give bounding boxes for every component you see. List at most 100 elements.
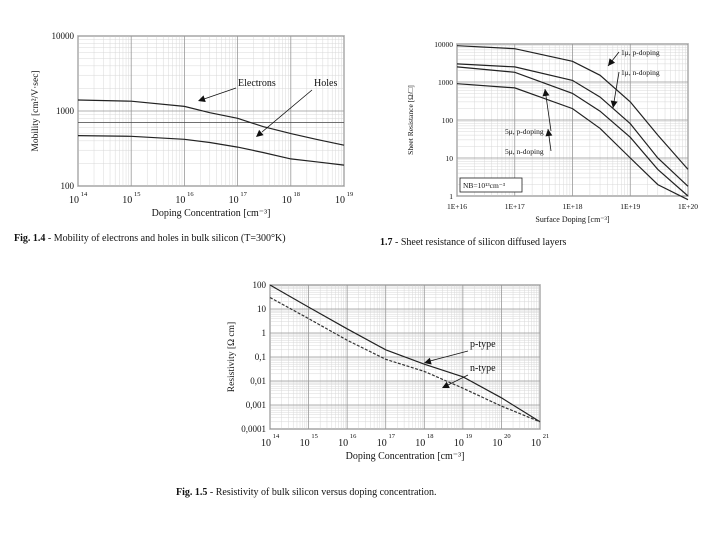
resistivity-arrow-line [447, 374, 469, 386]
resistivity-y-tick-label: 100 [253, 280, 267, 290]
sheet_resistance-series-5-p-doping [456, 66, 689, 197]
sheet_resistance-x-tick-label: 1E+19 [620, 202, 640, 211]
sheet-resistance-caption-label: 1.7 [380, 237, 393, 248]
resistivity-chart: 10 14 10 15 10 16 10 17 10 18 10 19 10 20 10 21 0,0001 0,… [220, 275, 560, 485]
sheet_resistance-legend-box [459, 177, 523, 193]
sheet_resistance-series-1-n-doping [456, 63, 689, 187]
resistivity-arrow-head [442, 381, 450, 388]
sheet-resistance-chart: 1E+16 1E+17 1E+18 1E+19 1E+20 1 10 100 1000 10000… [395, 0, 715, 235]
resistivity-x-tick-exponent: 19 [466, 433, 473, 440]
sheet_resistance-x-tick-label: 1E+20 [678, 202, 698, 211]
mobility-series-electrons [77, 99, 345, 146]
sheet_resistance-arrow-head [608, 58, 616, 66]
sheet_resistance-y-tick-label: 100 [442, 116, 454, 125]
sheet_resistance-y-tick-label: 10000 [434, 40, 453, 49]
sheet_resistance-annotation-3: 5μ, n-doping [505, 147, 544, 156]
resistivity-x-tick-exponent: 21 [543, 433, 550, 440]
resistivity-y-tick-label: 0,01 [250, 376, 266, 386]
mobility-y-tick-label: 100 [61, 181, 75, 191]
mobility-caption-label: Fig. 1.4 [14, 233, 46, 244]
resistivity-arrow-head [424, 357, 432, 365]
sheet-resistance-caption: 1.7 - Sheet resistance of silicon diffus… [380, 237, 566, 248]
mobility-x-tick-label: 10 [282, 195, 292, 206]
mobility-annotation-holes: Holes [314, 78, 337, 89]
sheet_resistance-annotation-2: 5μ, p-doping [505, 127, 544, 136]
mobility-chart-svg: 101410151016101710181019100100010000Dopi… [31, 31, 354, 219]
sheet_resistance-x-tick-label: 1E+17 [505, 202, 525, 211]
resistivity-x-tick-label: 10 [338, 438, 348, 449]
mobility-x-axis-label: Doping Concentration [cm⁻³] [152, 208, 271, 219]
resistivity-y-tick-label: 0,001 [246, 400, 266, 410]
resistivity-arrow-line [429, 350, 469, 362]
sheet_resistance-x-axis-label: Surface Doping [cm⁻³] [535, 215, 609, 224]
sheet_resistance-annotation-1: 1μ, n-doping [621, 68, 660, 77]
resistivity-series-p-type [269, 284, 541, 423]
resistivity-x-tick-exponent: 16 [350, 433, 357, 440]
resistivity-annotation-p-type: p-type [470, 339, 496, 350]
mobility-x-tick-label: 10 [335, 195, 345, 206]
sheet_resistance-y-axis-label: Sheet Resistance [Ω/□] [406, 85, 415, 155]
mobility-caption: Fig. 1.4 - Mobility of electrons and hol… [14, 233, 286, 244]
sheet_resistance-series-5-n-doping [456, 83, 689, 201]
resistivity-y-tick-label: 0,1 [255, 352, 266, 362]
resistivity-caption: Fig. 1.5 - Resistivity of bulk silicon v… [176, 487, 437, 498]
mobility-y-tick-label: 10000 [52, 31, 75, 41]
sheet-resistance-caption-text: - Sheet resistance of silicon diffused l… [392, 237, 567, 248]
sheet_resistance-annotation-0: 1μ, p-doping [621, 48, 660, 57]
resistivity-x-tick-label: 10 [531, 438, 541, 449]
sheet_resistance-y-tick-label: 10 [446, 154, 454, 163]
resistivity-x-tick-label: 10 [300, 438, 310, 449]
resistivity-y-tick-label: 0,0001 [241, 424, 266, 434]
mobility-arrow-line [203, 87, 237, 100]
sheet_resistance-arrow-head [542, 89, 550, 97]
resistivity-x-tick-label: 10 [415, 438, 425, 449]
mobility-x-tick-exponent: 16 [187, 191, 194, 198]
resistivity-x-tick-label: 10 [377, 438, 387, 449]
resistivity-caption-text: - Resistivity of bulk silicon versus dop… [207, 487, 437, 498]
resistivity-x-tick-exponent: 15 [311, 433, 318, 440]
mobility-arrow-head [198, 95, 206, 103]
mobility-x-tick-label: 10 [122, 195, 132, 206]
mobility-arrow-line [261, 89, 313, 133]
resistivity-y-tick-label: 10 [257, 304, 267, 314]
sheet_resistance-y-tick-label: 1 [449, 192, 453, 201]
resistivity-y-tick-label: 1 [262, 328, 267, 338]
resistivity-chart-svg: 101410151016101710181019102010210,00010,… [227, 280, 550, 462]
sheet-resistance-chart-svg: 1E+16 1E+17 1E+18 1E+19 1E+20 1 10 100 1000 10000… [406, 40, 698, 224]
mobility-x-tick-label: 10 [175, 195, 185, 206]
resistivity-x-tick-label: 10 [261, 438, 271, 449]
mobility-y-tick-label: 1000 [56, 106, 75, 116]
mobility-x-tick-exponent: 18 [294, 191, 301, 198]
mobility-x-tick-label: 10 [229, 195, 239, 206]
sheet_resistance-legend-box-text: NB=10¹³cm⁻³ [463, 181, 506, 190]
mobility-x-tick-exponent: 17 [240, 191, 247, 198]
resistivity-caption-label: Fig. 1.5 [176, 487, 208, 498]
resistivity-x-tick-label: 10 [454, 438, 464, 449]
sheet_resistance-arrow-head [545, 129, 553, 137]
mobility-series-holes [77, 135, 345, 166]
mobility-caption-text: - Mobility of electrons and holes in bul… [45, 233, 286, 244]
sheet_resistance-x-tick-label: 1E+16 [447, 202, 467, 211]
mobility-annotation-electrons: Electrons [238, 78, 276, 89]
resistivity-x-axis-label: Doping Concentration [cm⁻³] [346, 451, 465, 462]
resistivity-x-tick-exponent: 20 [504, 433, 511, 440]
mobility-y-axis-label: Mobility [cm²/V·sec] [31, 70, 41, 151]
resistivity-x-tick-exponent: 17 [388, 433, 395, 440]
sheet_resistance-series-1-p-doping [456, 45, 689, 170]
resistivity-y-axis-label: Resistivity [Ω cm] [227, 322, 237, 392]
mobility-chart: 10 14 10 15 10 16 10 17 10 18 10 19 100 1000 10000 Dopi… [0, 0, 380, 230]
sheet_resistance-arrow-line [544, 88, 552, 132]
sheet_resistance-y-tick-label: 1000 [438, 78, 453, 87]
resistivity-x-tick-label: 10 [492, 438, 502, 449]
resistivity-x-tick-exponent: 14 [273, 433, 280, 440]
mobility-x-tick-exponent: 14 [81, 191, 88, 198]
mobility-x-tick-exponent: 19 [347, 191, 354, 198]
sheet_resistance-arrow-head [610, 100, 618, 108]
mobility-x-tick-label: 10 [69, 195, 79, 206]
resistivity-series-n-type [269, 296, 541, 423]
resistivity-x-tick-exponent: 18 [427, 433, 434, 440]
mobility-x-tick-exponent: 15 [134, 191, 141, 198]
sheet_resistance-x-tick-label: 1E+18 [562, 202, 582, 211]
resistivity-annotation-n-type: n-type [470, 363, 496, 374]
mobility-arrow-head [256, 129, 264, 137]
